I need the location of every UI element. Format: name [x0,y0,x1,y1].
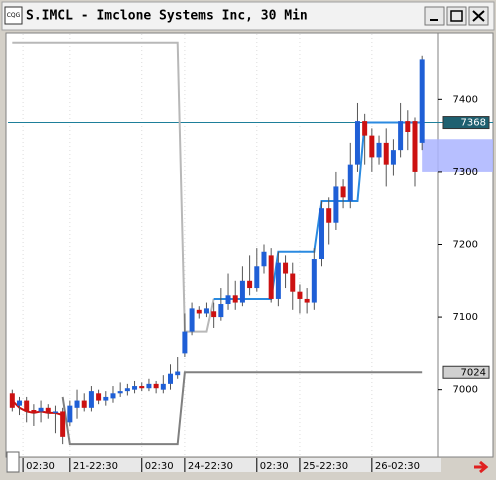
candle-body [189,308,195,332]
x-tick-label: 25-22:30 [303,461,348,472]
price-label-box [442,365,490,379]
candle-body [38,407,44,412]
candle-body [160,383,166,390]
x-tick-label: 02:30 [26,461,55,472]
candle-body [153,383,159,389]
indicator-line [12,41,215,333]
candle-body [124,388,130,392]
app-icon [4,6,23,25]
price-label: 7368 [461,118,486,129]
time-bar [6,458,441,472]
price-label-box [442,116,490,130]
candle-body [218,304,224,318]
candle-body [268,255,274,299]
chart-area [5,32,494,458]
y-tick-label: 7400 [453,94,478,105]
candle-body [369,135,375,158]
candle-body [88,391,94,408]
candle-body [383,142,389,165]
indicator-line [61,371,423,446]
candle-body [297,291,303,299]
maximize-button[interactable] [446,6,467,26]
candle-body [419,59,425,143]
candle-body [31,409,37,413]
candle-body [117,391,123,394]
title-bar [1,1,495,31]
candle-body [45,407,51,413]
y-tick-label: 7000 [453,385,478,396]
candle-body [225,295,231,305]
x-tick-label: 24-22:30 [188,461,233,472]
price-zone [422,139,493,172]
candle-body [304,298,310,303]
y-tick-label: 7100 [453,312,478,323]
candle-body [175,371,181,376]
candle-body [247,280,253,289]
candle-body [354,121,360,165]
candle-body [319,208,325,260]
price-label: 7024 [461,367,486,378]
app-icon-text: CQG [7,12,21,19]
x-tick-label: 21-22:30 [73,461,118,472]
candle-body [311,259,317,303]
candle-body [60,411,66,437]
candle-body [9,393,15,408]
y-tick-label: 7300 [453,167,478,178]
candle-body [398,121,404,151]
candle-body [52,411,58,413]
candle-body [254,266,260,289]
candle-body [376,142,382,158]
candle-body [110,393,116,399]
maximize-icon [450,10,463,22]
candle-body [139,386,145,389]
candle-body [333,186,339,223]
candle-body [326,208,332,223]
candle-body [347,164,353,201]
y-tick-label: 7200 [453,240,478,251]
scroll-box[interactable] [6,451,20,473]
candle-body [232,295,238,303]
candle-body [239,280,245,303]
candle-body [74,400,80,408]
candle-body [17,400,23,406]
candle-body [146,383,152,389]
candle-body [132,386,138,390]
candle-body [390,150,396,165]
candle-body [275,262,281,299]
candle-body [362,121,368,136]
plot: 7000 7100 7200 7300 7400 02:30 21-22:30 02:30 24… [8,34,493,472]
indicator-line [213,121,423,300]
window-buttons [424,6,489,26]
candle-body [203,308,209,314]
candle-body [283,262,289,274]
close-icon [472,10,485,22]
candle-body [168,373,174,384]
window-title: S.IMCL - Imclone Systems Inc, 30 Min [26,9,308,24]
minimize-button[interactable] [424,6,445,26]
candle-body [340,186,346,198]
x-tick-label: 02:30 [145,461,174,472]
candle-body [261,251,267,267]
candle-body [196,309,202,314]
scroll-arrow[interactable] [474,460,489,474]
candle-body [24,400,30,412]
candle-body [211,311,217,318]
candle-body [103,396,109,401]
candle-body [81,400,87,408]
candle-body [405,121,411,132]
candle-body [182,331,188,354]
candle-body [412,121,418,172]
x-tick-label: 02:30 [260,461,289,472]
candle-body [96,393,102,401]
x-tick-label: 26-02:30 [375,461,420,472]
candle-body [290,273,296,292]
candle-body [67,405,73,423]
